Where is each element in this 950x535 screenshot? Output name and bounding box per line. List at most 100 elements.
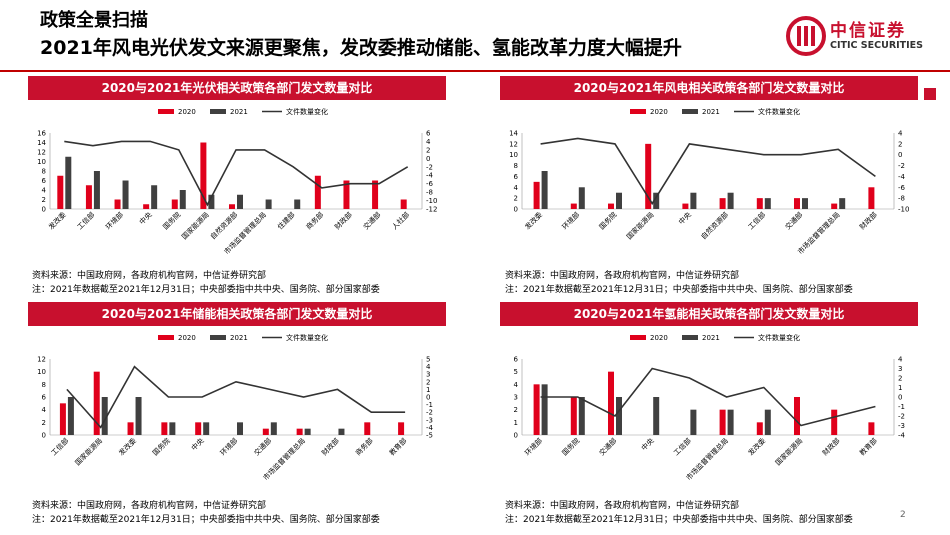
x-tick-label: 财政部 xyxy=(333,210,354,231)
bar-2021 xyxy=(179,190,186,209)
y-tick-right: -4 xyxy=(898,432,906,440)
y-tick-left: 14 xyxy=(509,130,518,138)
bar-2021 xyxy=(727,192,734,209)
header-divider xyxy=(0,70,950,72)
y-tick-left: 0 xyxy=(42,432,46,440)
y-tick-left: 2 xyxy=(42,196,46,204)
y-tick-right: 3 xyxy=(426,371,430,379)
y-tick-right: -3 xyxy=(426,416,433,424)
y-tick-right: -5 xyxy=(426,432,433,440)
x-tick-label: 工信部 xyxy=(746,210,767,231)
line-change xyxy=(540,137,876,206)
bar-2021 xyxy=(203,422,210,435)
bar-2021 xyxy=(169,422,176,435)
bar-2020 xyxy=(372,180,379,209)
y-tick-left: 14 xyxy=(37,139,46,147)
bar-2020 xyxy=(533,181,540,209)
x-tick-label: 中央 xyxy=(677,210,693,226)
x-tick-label: 自然资源部 xyxy=(699,210,730,241)
x-tick-label: 财政部 xyxy=(858,210,879,231)
y-tick-right: 0 xyxy=(426,394,430,402)
chart-panel-wind: 2020与2021年风电相关政策各部门发文数量对比 2020 2021 文件数量变化… xyxy=(500,76,936,296)
bar-2021 xyxy=(135,397,142,435)
bar-2021 xyxy=(294,199,301,209)
bar-2021 xyxy=(122,180,129,209)
x-tick-label: 发改委 xyxy=(117,436,138,457)
bar-2021 xyxy=(237,422,243,435)
bar-2021 xyxy=(101,397,108,435)
x-tick-label: 教育部 xyxy=(387,436,408,457)
y-tick-left: 8 xyxy=(42,168,46,176)
x-tick-label: 工信部 xyxy=(672,436,693,457)
legend-label-2020: 2020 xyxy=(178,108,196,116)
x-tick-label: 商务部 xyxy=(304,210,325,231)
x-tick-label: 发改委 xyxy=(746,436,767,457)
y-tick-left: 2 xyxy=(514,195,518,203)
y-tick-right: -4 xyxy=(426,172,434,180)
x-tick-label: 中央 xyxy=(189,436,205,452)
bar-2020 xyxy=(296,428,303,435)
y-tick-right: 4 xyxy=(898,130,903,138)
x-tick-label: 财政部 xyxy=(820,436,841,457)
legend-swatch-2021 xyxy=(210,109,226,114)
legend-swatch-2020 xyxy=(630,109,646,114)
y-tick-left: 2 xyxy=(514,406,518,414)
legend-swatch-2021 xyxy=(210,335,226,340)
y-tick-right: -6 xyxy=(426,180,434,188)
x-tick-label: 国家能源局 xyxy=(180,210,211,241)
bar-2020 xyxy=(608,371,614,435)
bar-2020 xyxy=(719,198,726,209)
y-tick-right: -4 xyxy=(426,424,434,432)
bar-2020 xyxy=(831,409,838,435)
y-tick-right: -2 xyxy=(426,409,433,417)
x-tick-label: 发改委 xyxy=(523,210,544,231)
bar-2020 xyxy=(756,422,763,435)
y-tick-left: 4 xyxy=(42,187,47,195)
chart-title: 2020与2021年储能相关政策各部门发文数量对比 xyxy=(28,302,446,326)
bar-2020 xyxy=(127,422,134,435)
x-tick-label: 环境部 xyxy=(523,436,544,457)
x-tick-label: 交通部 xyxy=(252,436,273,457)
chart-source: 资料来源：中国政府网，各政府机构官网，中信证券研究部 xyxy=(32,271,267,281)
bar-2020 xyxy=(195,422,202,435)
bar-2021 xyxy=(67,397,74,435)
y-tick-left: 4 xyxy=(514,184,519,192)
y-tick-right: 1 xyxy=(426,386,430,394)
bar-2020 xyxy=(400,199,407,209)
y-tick-right: -2 xyxy=(898,413,905,421)
bar-2021 xyxy=(93,171,100,209)
x-tick-label: 国家能源局 xyxy=(773,436,804,467)
y-tick-left: 10 xyxy=(37,158,46,166)
citic-logo-icon xyxy=(786,16,826,56)
legend-label-2020: 2020 xyxy=(650,108,668,116)
chart-note: 注：2021年数据截至2021年12月31日；中央部委指中共中央、国务院、部分国… xyxy=(32,285,380,295)
y-tick-right: 0 xyxy=(898,151,902,159)
x-tick-label: 工信部 xyxy=(49,436,70,457)
y-tick-right: -3 xyxy=(898,422,905,430)
bar-2020 xyxy=(570,203,577,209)
bar-2021 xyxy=(616,397,622,435)
legend-label-2021: 2021 xyxy=(702,334,720,342)
chart-title: 2020与2021年氢能相关政策各部门发文数量对比 xyxy=(500,302,918,326)
y-tick-right: 4 xyxy=(426,363,431,371)
y-tick-right: -10 xyxy=(426,197,437,205)
x-tick-label: 环境部 xyxy=(560,210,581,231)
bar-2020 xyxy=(794,198,800,209)
y-tick-right: -2 xyxy=(898,162,905,170)
bar-2020 xyxy=(682,203,689,209)
legend-swatch-2020 xyxy=(630,335,646,340)
page-title: 政策全景扫描 xyxy=(40,10,148,31)
bar-2020 xyxy=(229,204,235,209)
y-tick-right: -8 xyxy=(426,189,433,197)
y-tick-right: 1 xyxy=(898,384,902,392)
y-tick-right: 2 xyxy=(426,146,430,154)
bar-2020 xyxy=(364,422,371,435)
line-change xyxy=(66,365,406,429)
y-tick-left: 0 xyxy=(42,206,46,214)
y-tick-left: 6 xyxy=(514,173,519,181)
bar-2020 xyxy=(93,371,100,435)
legend-swatch-2021 xyxy=(682,109,698,114)
chart-panel-storage: 2020与2021年储能相关政策各部门发文数量对比 2020 2021 文件数量变化… xyxy=(28,302,446,502)
chart-source: 资料来源：中国政府网，各政府机构官网，中信证券研究部 xyxy=(505,501,740,511)
legend-label-change: 文件数量变化 xyxy=(758,107,800,116)
